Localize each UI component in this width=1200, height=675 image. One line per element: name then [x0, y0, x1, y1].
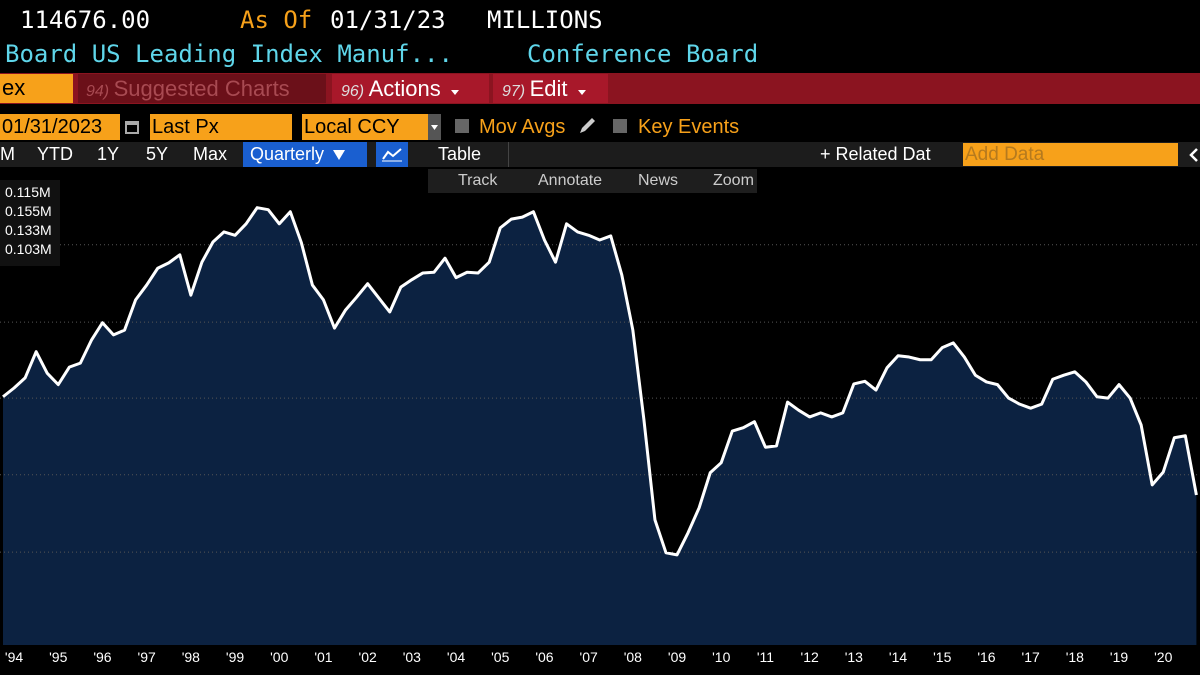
x-tick-label: '99	[226, 649, 244, 665]
frequency-label: Quarterly	[250, 144, 325, 164]
checkbox[interactable]	[455, 119, 469, 133]
x-tick-label: '20	[1154, 649, 1172, 665]
units: MILLIONS	[487, 6, 603, 34]
edit-button[interactable]: 97) Edit	[493, 74, 608, 103]
dropdown-arrow	[577, 90, 586, 95]
x-tick-label: '98	[182, 649, 200, 665]
as-of-date: 01/31/23	[330, 6, 446, 34]
pencil-icon[interactable]	[578, 117, 596, 135]
legend-value: 0.133M	[5, 222, 52, 238]
last-value: 114676.00	[20, 6, 151, 34]
frequency-select[interactable]: Quarterly	[243, 142, 367, 167]
x-tick-label: '01	[314, 649, 332, 665]
x-tick-label: '94	[5, 649, 23, 665]
chart-tools	[428, 169, 757, 193]
x-tick-label: '08	[624, 649, 642, 665]
x-tick-label: '07	[580, 649, 598, 665]
menu-number: 97)	[502, 83, 526, 100]
legend-value: 0.155M	[5, 203, 52, 219]
tool-button[interactable]: News	[638, 172, 679, 189]
security-title: Board US Leading Index Manuf...	[5, 40, 453, 68]
calendar-icon[interactable]	[124, 118, 140, 135]
checkbox[interactable]	[613, 119, 627, 133]
x-tick-label: '00	[270, 649, 288, 665]
area	[3, 207, 1197, 645]
menu-number: 94)	[86, 83, 110, 100]
x-tick-label: '15	[933, 649, 951, 665]
add-data-input[interactable]: Add Data	[963, 143, 1178, 166]
tool-button[interactable]: Annotate	[538, 172, 603, 189]
suggested-button[interactable]: 94) Suggested Charts	[78, 74, 326, 103]
mov-avgs-label: Mov Avgs	[479, 116, 566, 138]
menu-number: 96)	[341, 83, 365, 100]
x-tick-label: '10	[712, 649, 730, 665]
x-tick-label: '17	[1022, 649, 1040, 665]
field-input[interactable]: ex	[0, 74, 73, 103]
key-events-label: Key Events	[638, 116, 740, 138]
price-select[interactable]: Last Px	[150, 114, 292, 140]
chart-view-button[interactable]	[376, 142, 408, 167]
x-tick-label: '18	[1066, 649, 1084, 665]
x-tick-label: '14	[889, 649, 907, 665]
currency-dropdown[interactable]	[428, 114, 441, 140]
x-tick-label: '05	[491, 649, 509, 665]
source: Conference Board	[527, 40, 759, 68]
range-button[interactable]: 1Y	[97, 144, 120, 164]
x-tick-label: '03	[403, 649, 421, 665]
menu-label: Actions	[368, 76, 441, 101]
separator	[508, 142, 509, 167]
range-button[interactable]: YTD	[37, 144, 73, 164]
tool-button[interactable]: Track	[458, 172, 498, 189]
range-button[interactable]: M	[0, 144, 15, 164]
x-tick-label: '06	[535, 649, 553, 665]
x-tick-label: '09	[668, 649, 686, 665]
currency-select[interactable]: Local CCY	[302, 114, 428, 140]
range-button[interactable]: 5Y	[146, 144, 169, 164]
as-of-label: As Of	[240, 6, 313, 34]
x-tick-label: '95	[49, 649, 67, 665]
menu-label: Suggested Charts	[113, 76, 290, 101]
x-tick-label: '96	[93, 649, 111, 665]
dropdown-arrow	[333, 150, 346, 160]
menu-label: Edit	[529, 76, 568, 101]
x-tick-label: '19	[1110, 649, 1128, 665]
legend-value: 0.115M	[5, 184, 51, 200]
table-button[interactable]: Table	[438, 144, 482, 164]
legend	[0, 180, 60, 266]
date-input[interactable]: 01/31/2023	[0, 114, 120, 140]
related-data-button[interactable]: + Related Dat	[820, 144, 931, 164]
x-tick-label: '97	[138, 649, 156, 665]
x-tick-label: '13	[845, 649, 863, 665]
collapse-arrow[interactable]	[1188, 147, 1200, 163]
x-tick-label: '12	[801, 649, 819, 665]
line	[2, 206, 1198, 557]
x-tick-label: '02	[359, 649, 377, 665]
legend-value: 0.103M	[5, 241, 52, 257]
x-tick-label: '16	[977, 649, 995, 665]
tool-button[interactable]: Zoom	[713, 172, 754, 189]
x-tick-label: '04	[447, 649, 465, 665]
dropdown-arrow	[451, 90, 460, 95]
actions-button[interactable]: 96) Actions	[332, 74, 489, 103]
range-button[interactable]: Max	[193, 144, 228, 164]
x-tick-label: '11	[757, 649, 774, 665]
